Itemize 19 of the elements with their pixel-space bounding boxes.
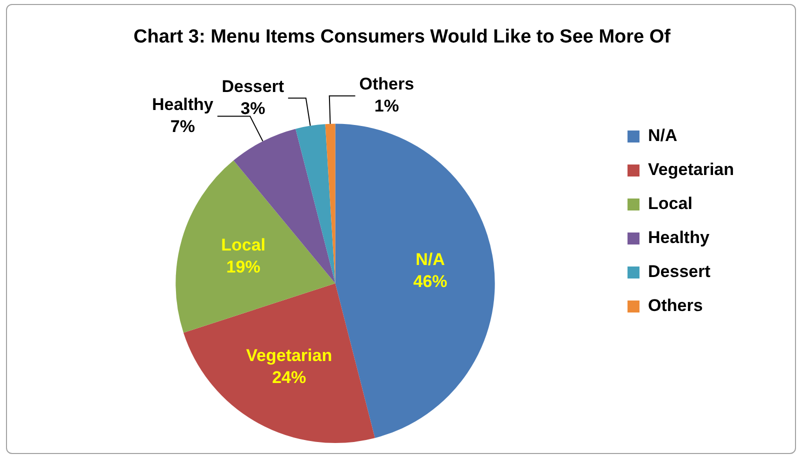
legend-label: Dessert bbox=[648, 262, 711, 282]
legend-label: Healthy bbox=[648, 228, 710, 248]
data-label: 1% bbox=[374, 96, 399, 116]
slice-label: Others bbox=[359, 74, 414, 94]
slice-label: Vegetarian bbox=[246, 346, 332, 366]
data-label: 46% bbox=[413, 272, 448, 292]
chart-title: Chart 3: Menu Items Consumers Would Like to See More Of bbox=[133, 26, 672, 48]
data-label: 3% bbox=[240, 98, 266, 118]
legend-label: Local bbox=[648, 194, 692, 214]
legend-label: Others bbox=[648, 296, 703, 316]
slice-label: N/A bbox=[416, 250, 445, 270]
legend-label: Vegetarian bbox=[648, 160, 734, 180]
slice-label: Local bbox=[221, 235, 266, 254]
data-label: 7% bbox=[170, 116, 195, 136]
data-label: 19% bbox=[226, 257, 260, 276]
slice-label: Healthy bbox=[152, 94, 214, 114]
legend-label: N/A bbox=[648, 126, 678, 146]
data-label: 24% bbox=[272, 368, 306, 388]
slice-label: Dessert bbox=[222, 76, 284, 96]
